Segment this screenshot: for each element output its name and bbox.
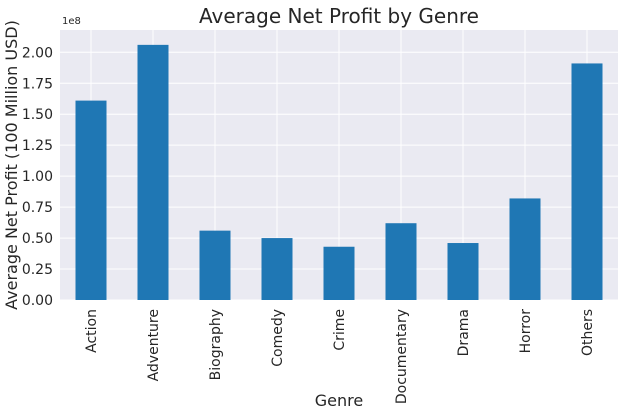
bar-comedy (261, 238, 293, 300)
x-tick-label: Adventure (146, 309, 162, 381)
bar-horror (509, 198, 541, 300)
y-tick-label: 0.75 (22, 200, 53, 216)
y-tick-label: 1.75 (22, 76, 53, 92)
x-tick-label: Biography (208, 309, 224, 380)
x-tick-label: Others (580, 309, 596, 356)
y-axis-label: Average Net Profit (100 Million USD) (2, 20, 21, 310)
x-tick-label: Documentary (394, 309, 410, 404)
y-tick-label: 0.25 (22, 262, 53, 278)
x-axis-label: Genre (315, 391, 363, 410)
bar-crime (323, 246, 355, 300)
y-axis-offset-text: 1e8 (62, 16, 81, 27)
y-tick-label: 0.50 (22, 231, 53, 247)
bar-action (75, 100, 107, 300)
bar-documentary (385, 223, 417, 300)
x-tick-label: Action (84, 309, 100, 353)
x-axis-ticks: Action Adventure Biography Comedy Crime Docum… (84, 309, 596, 404)
bar-drama (447, 243, 479, 300)
y-tick-label: 1.25 (22, 138, 53, 154)
chart-title: Average Net Profit by Genre (199, 4, 479, 28)
y-tick-label: 1.50 (22, 107, 53, 123)
x-tick-label: Comedy (270, 309, 286, 367)
bar-others (571, 63, 603, 300)
y-axis-ticks: 0.00 0.25 0.50 0.75 1.00 1.25 1.50 1.75 2.00 (22, 45, 53, 309)
x-tick-label: Crime (332, 309, 348, 351)
bar-biography (199, 230, 231, 300)
x-tick-label: Horror (518, 309, 534, 354)
bars (75, 44, 603, 301)
bar-adventure (137, 44, 169, 301)
x-tick-label: Drama (456, 309, 472, 356)
y-tick-label: 1.00 (22, 169, 53, 185)
y-tick-label: 0.00 (22, 293, 53, 309)
y-tick-label: 2.00 (22, 45, 53, 61)
